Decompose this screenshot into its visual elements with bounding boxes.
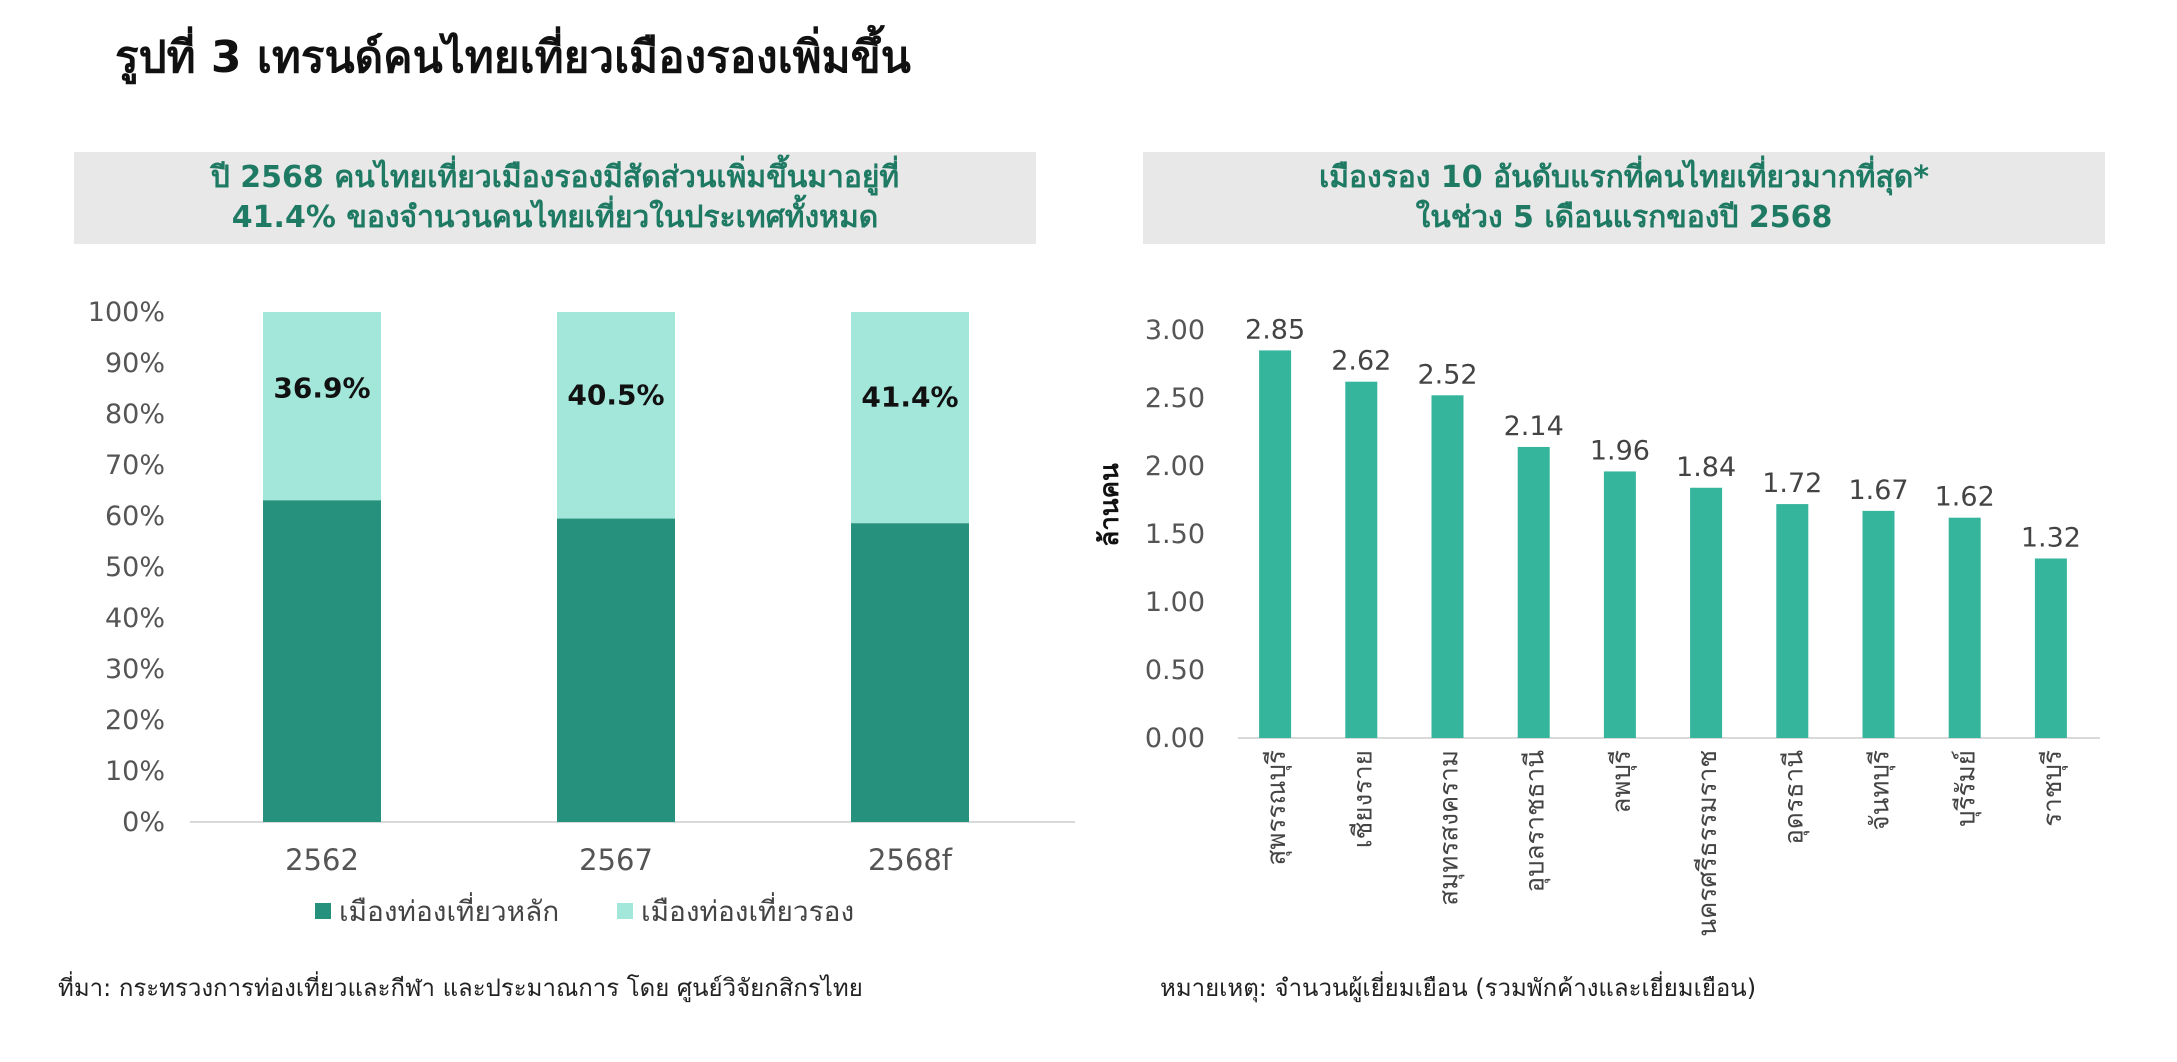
data-label: 2.52 — [1417, 359, 1477, 390]
left-panel-header: ปี 2568 คนไทยเที่ยวเมืองรองมีสัดส่วนเพิ่… — [74, 152, 1036, 244]
data-label: 36.9% — [273, 371, 370, 404]
y-tick-label: 1.50 — [1145, 519, 1205, 550]
y-tick-label: 80% — [105, 399, 165, 430]
data-label: 1.67 — [1848, 475, 1908, 506]
bar — [1862, 510, 1895, 738]
right-footnote: หมายเหตุ: จำนวนผู้เยี่ยมเยือน (รวมพักค้า… — [1160, 974, 1757, 1002]
y-tick-label: 40% — [105, 603, 165, 634]
y-tick-label: 10% — [105, 756, 165, 787]
bar-main-segment — [263, 500, 381, 822]
bar — [1776, 504, 1809, 738]
y-tick-label: 50% — [105, 552, 165, 583]
y-tick-label: 2.00 — [1145, 451, 1205, 482]
data-label: 41.4% — [861, 380, 958, 413]
data-label: 1.84 — [1676, 452, 1736, 483]
right-panel-header: เมืองรอง 10 อันดับแรกที่คนไทยเที่ยวมากที… — [1143, 152, 2105, 244]
legend-swatch — [617, 903, 633, 919]
bar — [1431, 395, 1464, 738]
bar-secondary-segment — [263, 312, 381, 501]
y-tick-label: 0.50 — [1145, 655, 1205, 686]
x-category-label: เชียงราย — [1348, 750, 1378, 848]
page-title: รูปที่ 3 เทรนด์คนไทยเที่ยวเมืองรองเพิ่มข… — [115, 32, 911, 83]
data-label: 2.62 — [1331, 346, 1391, 377]
y-tick-label: 90% — [105, 348, 165, 379]
right-header-line2: ในช่วง 5 เดือนแรกของปี 2568 — [1415, 200, 1833, 235]
bar — [1345, 381, 1378, 738]
data-label: 1.96 — [1590, 435, 1650, 466]
y-tick-label: 1.00 — [1145, 587, 1205, 618]
x-category-label: 2567 — [579, 843, 653, 877]
bar — [1259, 350, 1292, 738]
stacked-share-chart: 0% 10% 20% 30% 40% 50% 60% 70% 80% 90% 100% 36.9% 25… — [88, 297, 1075, 928]
y-tick-label: 0% — [122, 807, 165, 838]
y-tick-label: 20% — [105, 705, 165, 736]
x-category-label: บุรีรัมย์ — [1952, 750, 1982, 827]
top-cities-chart: 0.00 0.50 1.00 1.50 2.00 2.50 3.00 ล้านคน 2.85 สุ… — [1095, 314, 2100, 937]
right-header-line1: เมืองรอง 10 อันดับแรกที่คนไทยเที่ยวมากที… — [1318, 160, 1930, 195]
left-header-line1: ปี 2568 คนไทยเที่ยวเมืองรองมีสัดส่วนเพิ่… — [210, 160, 900, 195]
data-label: 40.5% — [567, 379, 664, 412]
data-label: 2.14 — [1504, 411, 1564, 442]
left-header-line2: 41.4% ของจำนวนคนไทยเที่ยวในประเทศทั้งหมด — [231, 200, 879, 235]
bar — [1690, 487, 1723, 738]
y-tick-label: 30% — [105, 654, 165, 685]
legend-label: เมืองท่องเที่ยวหลัก — [339, 892, 559, 928]
x-category-label: นครศรีธรรมราช — [1693, 750, 1723, 937]
y-tick-label: 100% — [88, 297, 165, 328]
x-category-label: 2568f — [868, 843, 953, 877]
x-category-label: ลพบุรี — [1607, 750, 1637, 814]
data-label: 1.32 — [2021, 522, 2081, 553]
bar — [2034, 558, 2067, 738]
y-tick-label: 3.00 — [1145, 315, 1205, 346]
data-label: 1.62 — [1935, 482, 1995, 513]
bar-main-segment — [557, 518, 675, 822]
x-category-label: สมุทรสงคราม — [1435, 750, 1465, 906]
bar-secondary-segment — [557, 312, 675, 519]
data-label: 1.72 — [1762, 468, 1822, 499]
y-tick-label: 70% — [105, 450, 165, 481]
x-category-label: ราชบุรี — [2038, 750, 2068, 827]
x-category-label: อุบลราชธานี — [1521, 750, 1551, 893]
legend-label: เมืองท่องเที่ยวรอง — [641, 892, 854, 928]
bar — [1517, 446, 1550, 738]
bar-main-segment — [851, 523, 969, 822]
legend-swatch — [315, 903, 331, 919]
x-category-label: สุพรรณบุรี — [1262, 750, 1292, 866]
y-axis-title: ล้านคน — [1095, 463, 1125, 547]
y-tick-label: 2.50 — [1145, 383, 1205, 414]
bar — [1948, 517, 1981, 738]
x-category-label: 2562 — [285, 843, 359, 877]
data-label: 2.85 — [1245, 314, 1305, 345]
x-category-label: จันทบุรี — [1866, 750, 1896, 831]
y-tick-label: 60% — [105, 501, 165, 532]
bar — [1603, 471, 1636, 738]
bar-secondary-segment — [851, 312, 969, 524]
left-footnote: ที่มา: กระทรวงการท่องเที่ยวและกีฬา และปร… — [58, 974, 863, 1002]
y-tick-label: 0.00 — [1145, 723, 1205, 754]
x-category-label: อุดรธานี — [1779, 750, 1809, 845]
